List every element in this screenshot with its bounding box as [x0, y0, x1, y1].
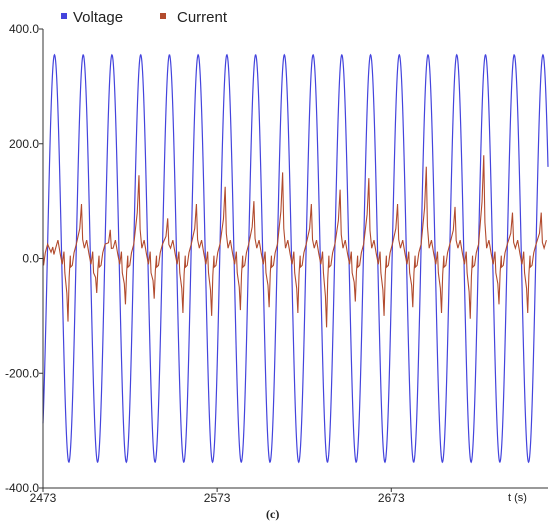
legend: Voltage Current: [61, 9, 228, 26]
legend-swatch-current: [160, 13, 166, 19]
legend-label-voltage: Voltage: [73, 9, 123, 26]
plot-area: [42, 53, 549, 464]
y-tick-label: 400.0: [9, 22, 39, 36]
y-tick-label: -400.0: [5, 481, 39, 495]
x-tick-label: 2473: [30, 491, 57, 505]
series-line-voltage: [42, 53, 549, 464]
series-line-current: [42, 155, 547, 328]
legend-label-current: Current: [177, 9, 228, 26]
y-tick-label: -200.0: [5, 366, 39, 380]
y-tick-label: 0.0: [22, 252, 39, 266]
figure-caption: (c): [266, 507, 279, 521]
y-tick-label: 200.0: [9, 137, 39, 151]
x-tick-label: 2573: [204, 491, 231, 505]
legend-swatch-voltage: [61, 13, 67, 19]
x-tick-label: 2673: [378, 491, 405, 505]
x-axis-title: t (s): [508, 492, 527, 504]
